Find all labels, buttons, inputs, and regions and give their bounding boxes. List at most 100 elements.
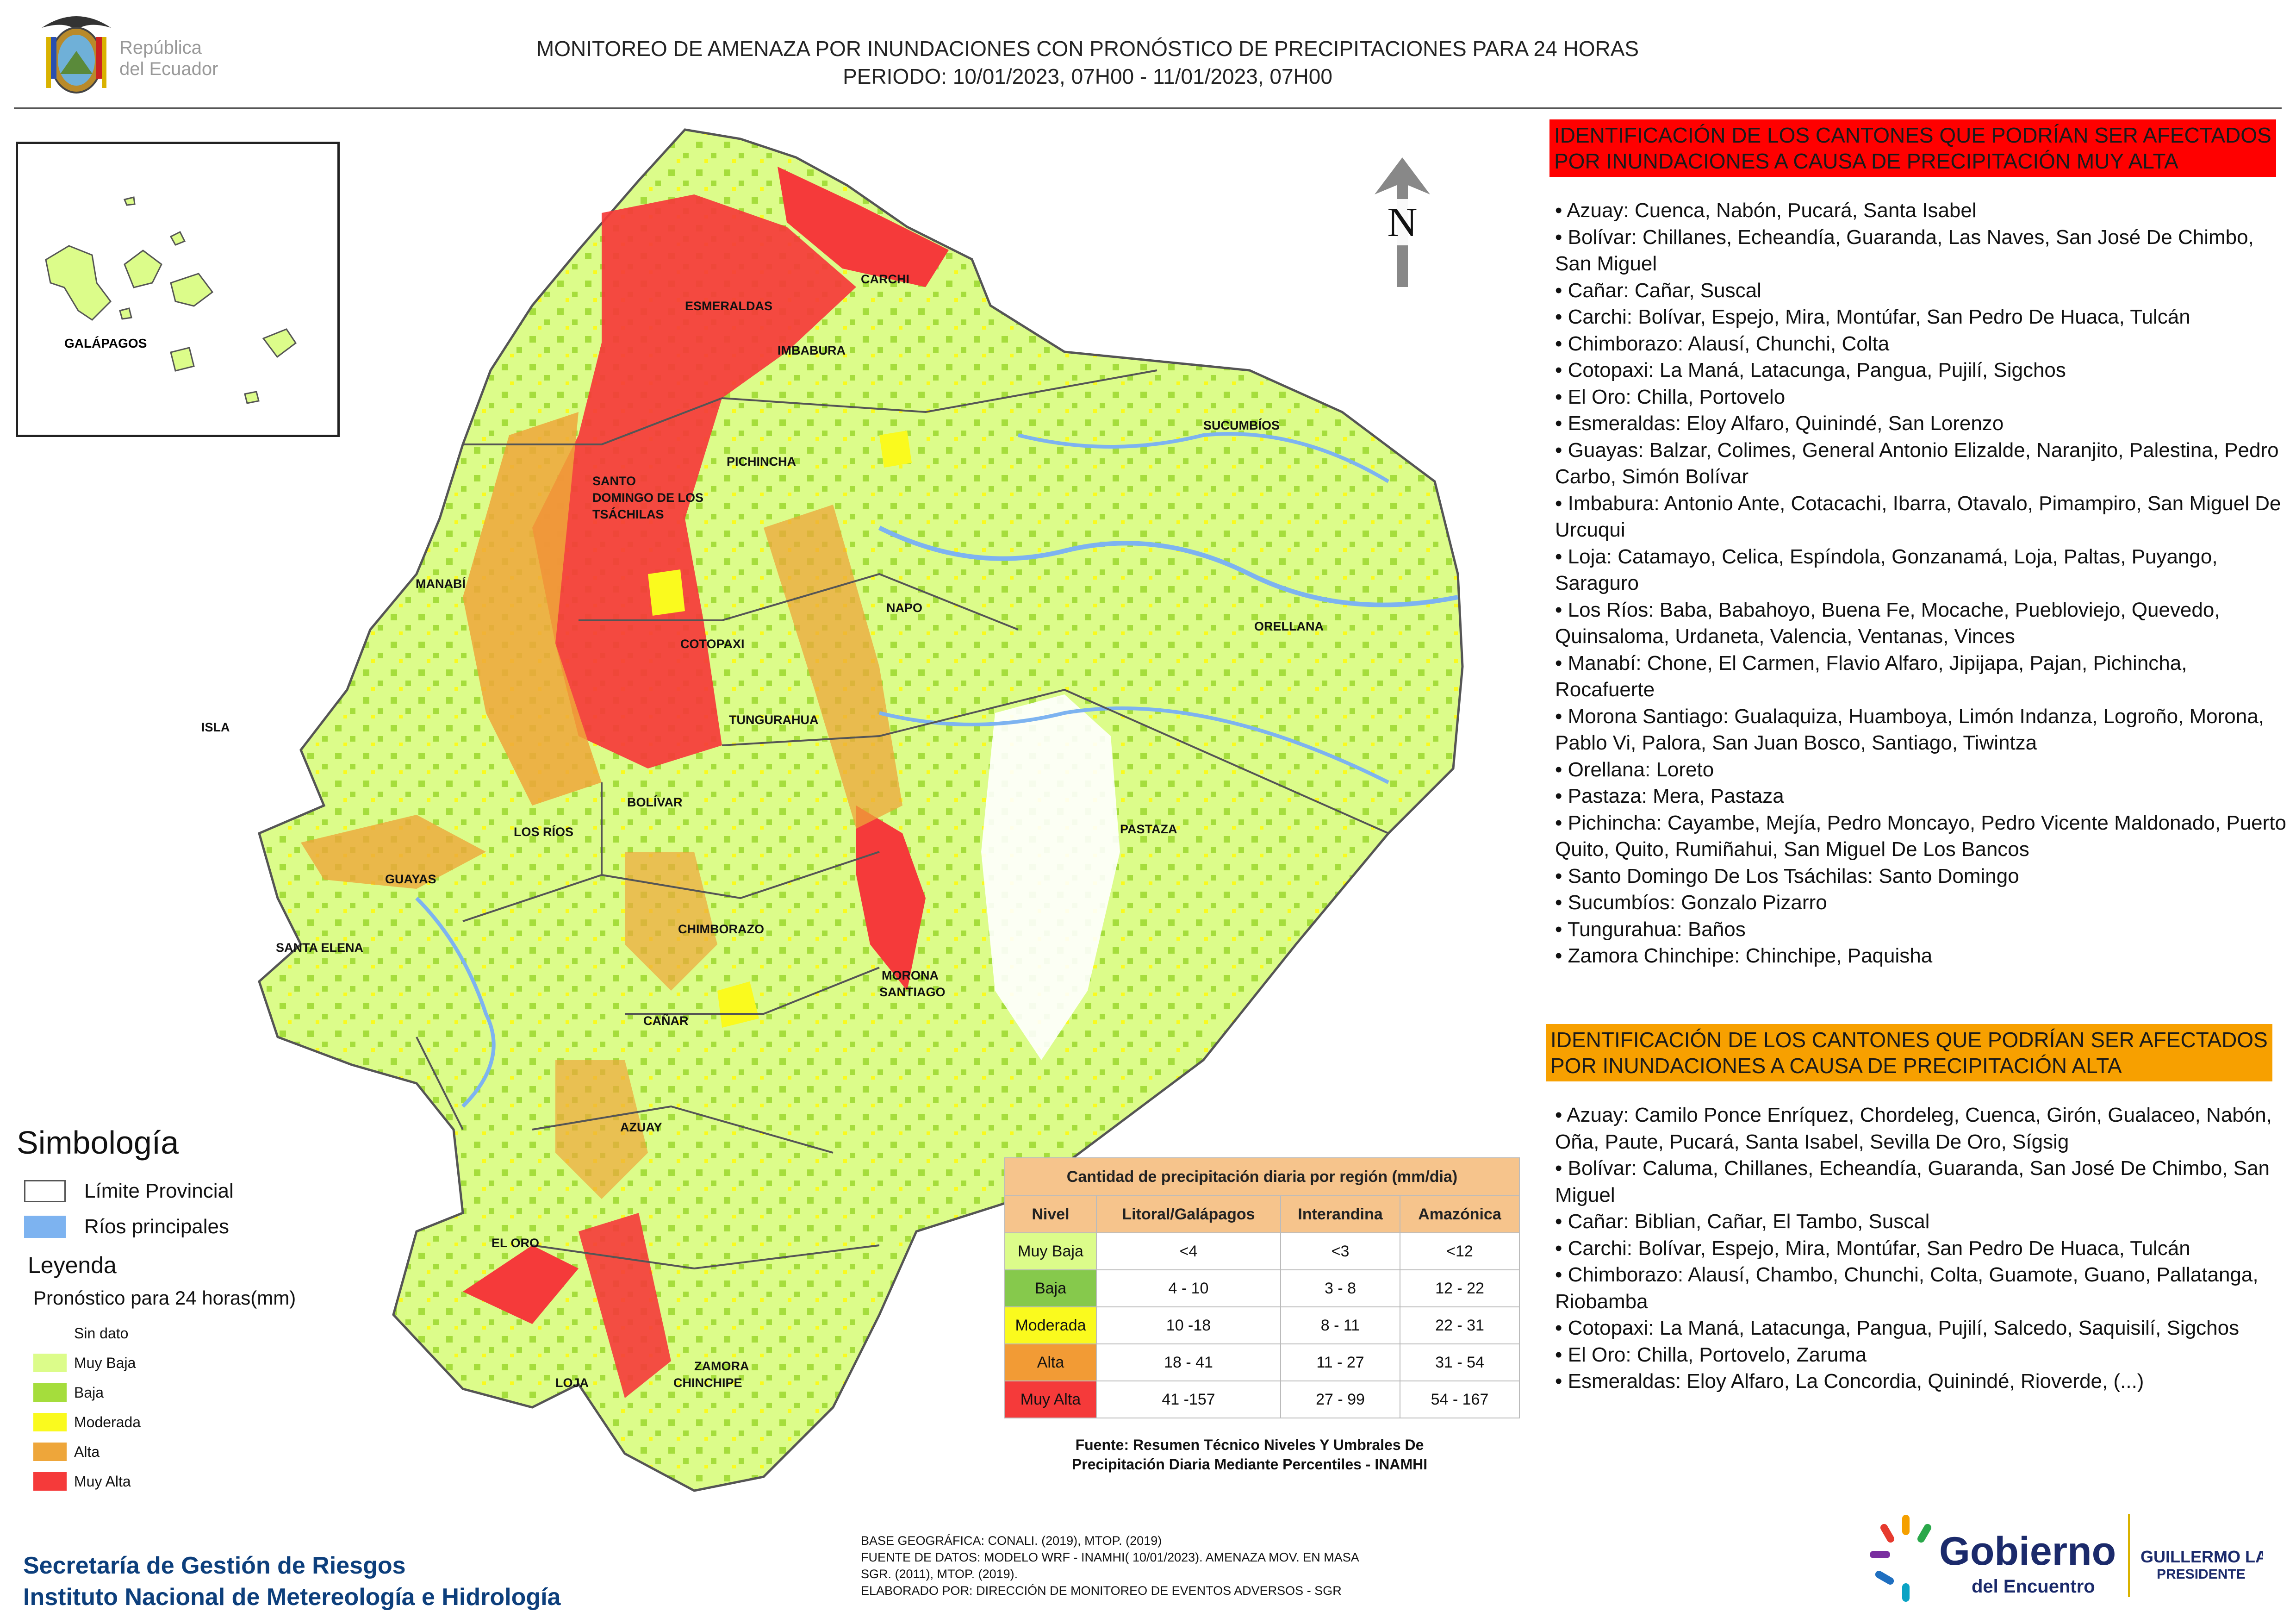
list-item: Chimborazo: Alausí, Chambo, Chunchi, Col… [1555,1262,2286,1315]
table-header-interandina: Interandina [1280,1195,1400,1233]
list-item: Bolívar: Caluma, Chillanes, Echeandía, G… [1555,1155,2286,1208]
ecuador-coat-of-arms-icon [42,16,111,94]
prov-label-bolivar: BOLÍVAR [627,795,683,809]
list-item: Morona Santiago: Gualaquiza, Huamboya, L… [1555,703,2286,756]
list-item: Bolívar: Chillanes, Echeandía, Guaranda,… [1555,224,2286,277]
list-item: Esmeraldas: Eloy Alfaro, La Concordia, Q… [1555,1368,2286,1395]
legend-level-muy-baja: Muy Baja [33,1353,136,1373]
prov-label-chimborazo: CHIMBORAZO [678,922,764,936]
legend-level-sin-dato: Sin dato [33,1323,128,1343]
legend-rivers: Ríos principales [24,1214,229,1240]
prov-label-manabi: MANABÍ [416,576,466,591]
table-source: Fuente: Resumen Técnico Niveles Y Umbral… [1071,1437,1428,1473]
prov-label-canar: CAÑAR [643,1013,689,1028]
list-item: Pichincha: Cayambe, Mejía, Pedro Moncayo… [1555,810,2286,863]
swatch-moderada [33,1413,67,1431]
galapagos-map: GALÁPAGOS [45,196,297,404]
list-item: El Oro: Chilla, Portovelo [1555,384,2286,411]
list-item: Imbabura: Antonio Ante, Cotacachi, Ibarr… [1555,490,2286,543]
president-title: PRESIDENTE [2157,1567,2246,1582]
table-header-litoral: Litoral/Galápagos [1096,1195,1281,1233]
table-title: Cantidad de precipitación diaria por reg… [1004,1157,1520,1196]
title-line-2: PERIODO: 10/01/2023, 07H00 - 11/01/2023,… [843,64,1332,88]
list-item: Santo Domingo De Los Tsáchilas: Santo Do… [1555,863,2286,890]
muy-alta-heading: IDENTIFICACIÓN DE LOS CANTONES QUE PODRÍ… [1549,119,2276,177]
prov-label-pichincha: PICHINCHA [727,455,796,468]
list-item: Carchi: Bolívar, Espejo, Mira, Montúfar,… [1555,304,2286,331]
prov-label-morona-2: SANTIAGO [879,985,946,999]
president-name: GUILLERMO LASSO [2140,1547,2263,1566]
legend-level-moderada: Moderada [33,1412,141,1432]
credits: BASE GEOGRÁFICA: CONALI. (2019), MTOP. (… [861,1534,1359,1598]
list-item: Carchi: Bolívar, Espejo, Mira, Montúfar,… [1555,1235,2286,1262]
alta-list: Azuay: Camilo Ponce Enríquez, Chordeleg,… [1555,1102,2286,1395]
list-item: Azuay: Cuenca, Nabón, Pucará, Santa Isab… [1555,197,2286,224]
prov-label-orellana: ORELLANA [1254,619,1324,633]
muy-alta-list: Azuay: Cuenca, Nabón, Pucará, Santa Isab… [1555,197,2286,969]
list-item: Los Ríos: Baba, Babahoyo, Buena Fe, Moca… [1555,597,2286,650]
table-row: Alta 18 - 41 11 - 27 31 - 54 [1004,1343,1520,1381]
river-swatch [24,1216,66,1238]
swatch-sin-dato [33,1324,67,1343]
prov-label-azuay: AZUAY [620,1120,662,1134]
list-item: Azuay: Camilo Ponce Enríquez, Chordeleg,… [1555,1102,2286,1155]
prov-label-sucumbios: SUCUMBÍOS [1203,418,1280,432]
legend-level-baja: Baja [33,1382,104,1403]
list-item: Chimborazo: Alausí, Chunchi, Colta [1555,331,2286,357]
legend-rivers-label: Ríos principales [84,1215,230,1238]
list-item: Tungurahua: Baños [1555,916,2286,943]
swatch-muy-alta [33,1472,67,1491]
list-item: Cotopaxi: La Maná, Latacunga, Pangua, Pu… [1555,357,2286,384]
prov-label-morona-1: MORONA [882,968,939,982]
prov-label-carchi: CARCHI [861,272,909,286]
prov-label-imbabura: IMBABURA [778,344,846,357]
list-item: El Oro: Chilla, Portovelo, Zaruma [1555,1342,2286,1368]
prov-label-esmeraldas: ESMERALDAS [685,299,772,313]
page-title: MONITOREO DE AMENAZA POR INUNDACIONES CO… [417,35,1759,90]
organization-names: Secretaría de Gestión de Riesgos Institu… [23,1552,561,1611]
alta-heading: IDENTIFICACIÓN DE LOS CANTONES QUE PODRÍ… [1546,1024,2272,1081]
table-row: Moderada 10 -18 8 - 11 22 - 31 [1004,1306,1520,1344]
legend-boundary-label: Límite Provincial [84,1180,234,1202]
list-item: Esmeraldas: Eloy Alfaro, Quinindé, San L… [1555,410,2286,437]
prov-label-los-rios: LOS RÍOS [514,824,573,839]
list-item: Guayas: Balzar, Colimes, General Antonio… [1555,437,2286,490]
gobierno-logo: Gobierno del Encuentro GUILLERMO LASSO P… [1870,1514,2263,1602]
list-item: Cañar: Cañar, Suscal [1555,277,2286,304]
table-header-amazonica: Amazónica [1400,1195,1520,1233]
galapagos-label: GALÁPAGOS [64,336,147,350]
gob-word-2: del Encuentro [1972,1576,2095,1597]
gob-word-1: Gobierno [1939,1529,2116,1574]
prov-label-cotopaxi: COTOPAXI [680,637,745,651]
header-divider [14,107,2282,109]
republic-label: República del Ecuador [119,37,218,79]
list-item: Cañar: Biblian, Cañar, El Tambo, Suscal [1555,1208,2286,1235]
prov-label-el-oro: EL ORO [492,1236,539,1250]
legend-level-alta: Alta [33,1442,100,1462]
north-label: N [1388,200,1418,245]
swatch-muy-baja [33,1354,67,1372]
table-row: Baja 4 - 10 3 - 8 12 - 22 [1004,1269,1520,1307]
symbology-title: Simbología [17,1124,179,1161]
list-item: Zamora Chinchipe: Chinchipe, Paquisha [1555,943,2286,969]
boundary-swatch [24,1180,66,1202]
prov-label-isla: ISLA [201,720,230,734]
prov-label-pastaza: PASTAZA [1120,822,1177,836]
prov-label-santo-domingo-3: TSÁCHILAS [592,507,664,521]
list-item: Loja: Catamayo, Celica, Espíndola, Gonza… [1555,543,2286,597]
table-row: Muy Baja <4 <3 <12 [1004,1232,1520,1270]
legend-level-muy-alta: Muy Alta [33,1471,131,1492]
prov-label-loja: LOJA [555,1376,589,1390]
ecuador-map: CARCHI ESMERALDAS IMBABURA SUCUMBÍOS PIC… [201,128,1464,1492]
list-item: Orellana: Loreto [1555,756,2286,783]
prov-label-zamora-1: ZAMORA [694,1359,749,1373]
prov-label-zamora-2: CHINCHIPE [673,1376,742,1390]
legend-boundary: Límite Provincial [24,1178,234,1204]
galapagos-inset: GALÁPAGOS [16,142,340,437]
legend-subtitle: Pronóstico para 24 horas(mm) [33,1287,296,1309]
list-item: Sucumbíos: Gonzalo Pizarro [1555,889,2286,916]
north-arrow-icon: N [1375,157,1430,287]
legend-title: Leyenda [28,1252,117,1278]
prov-label-guayas: GUAYAS [385,872,436,886]
table-header-nivel: Nivel [1004,1195,1097,1233]
